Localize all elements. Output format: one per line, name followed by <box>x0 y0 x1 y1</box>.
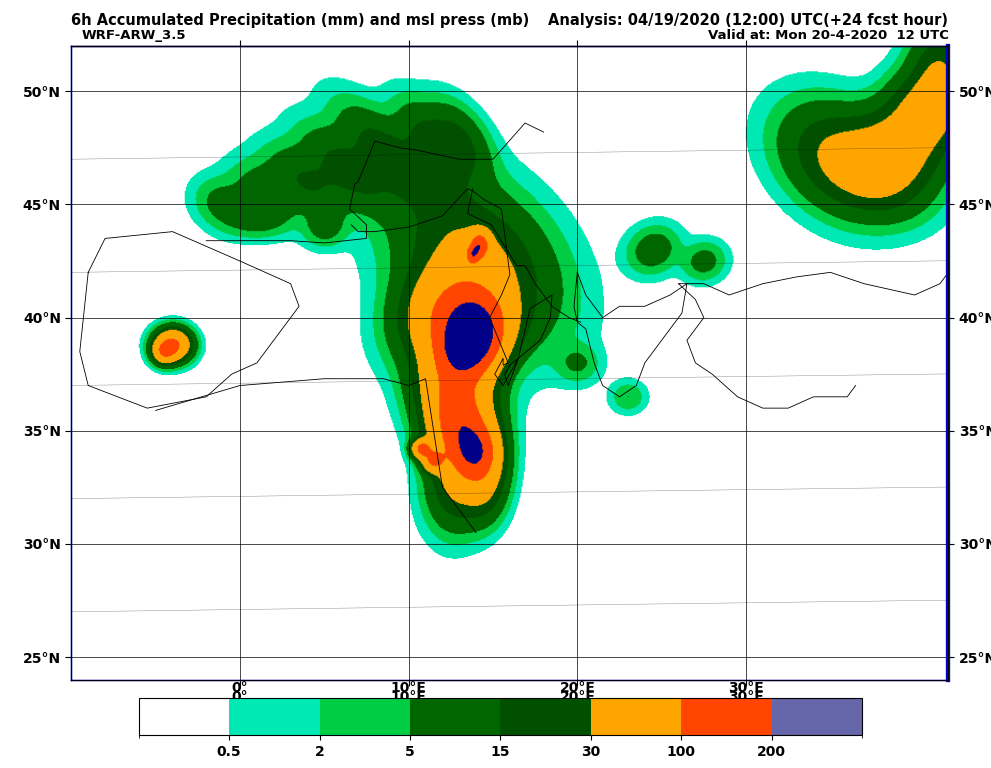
Text: 30°E: 30°E <box>728 681 764 695</box>
Text: 6h Accumulated Precipitation (mm) and msl press (mb): 6h Accumulated Precipitation (mm) and ms… <box>71 13 529 28</box>
Text: 0°: 0° <box>232 681 249 695</box>
Text: 10°E: 10°E <box>390 681 426 695</box>
Text: Valid at: Mon 20-4-2020  12 UTC: Valid at: Mon 20-4-2020 12 UTC <box>708 29 948 42</box>
Text: Analysis: 04/19/2020 (12:00) UTC(+24 fcst hour): Analysis: 04/19/2020 (12:00) UTC(+24 fcs… <box>548 13 948 28</box>
Text: WRF-ARW_3.5: WRF-ARW_3.5 <box>81 29 185 42</box>
Text: 20°E: 20°E <box>559 681 596 695</box>
